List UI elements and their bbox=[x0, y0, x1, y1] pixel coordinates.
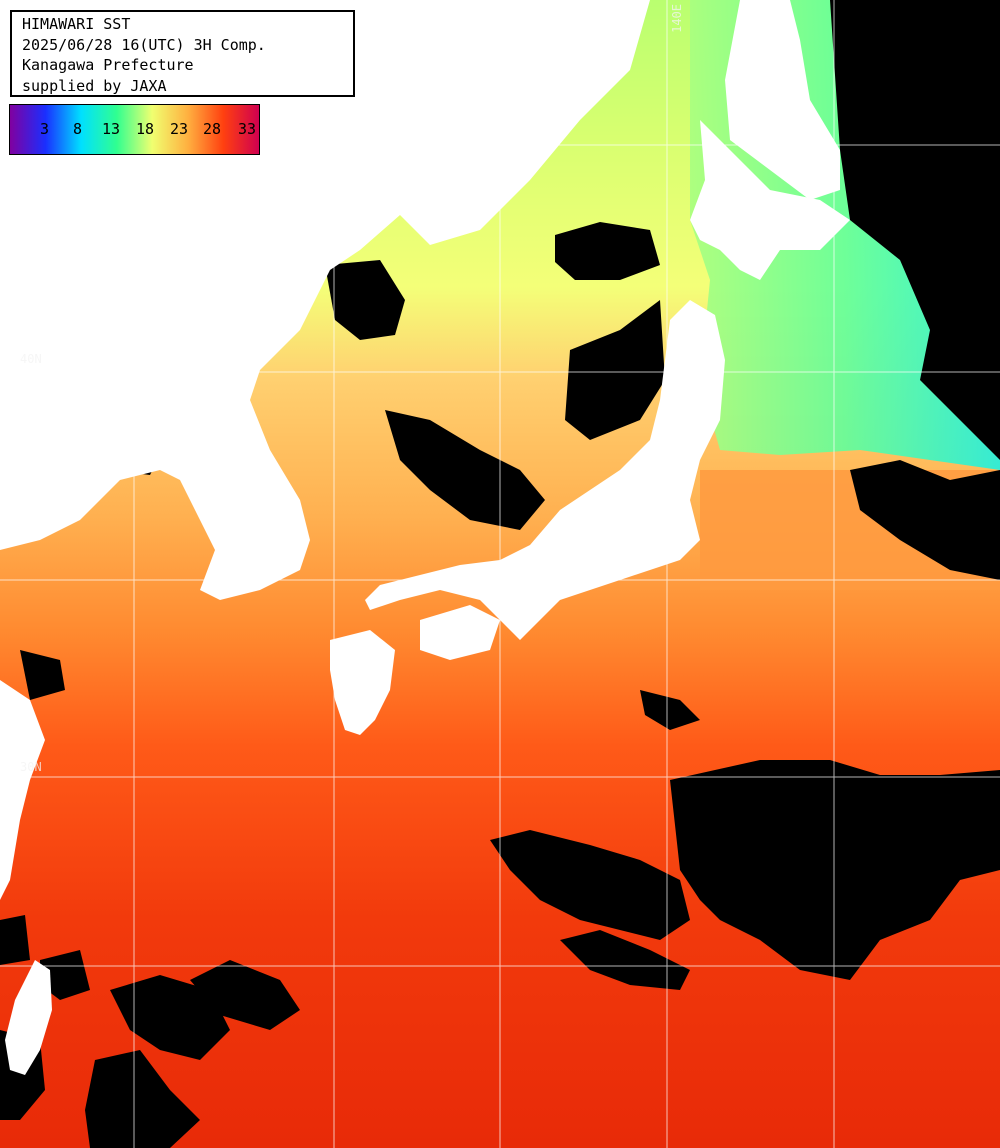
legend-tick-18: 18 bbox=[136, 120, 155, 138]
lat-30-label: 30N bbox=[20, 760, 42, 774]
lat-40-label: 40N bbox=[20, 352, 42, 366]
legend-color-bar bbox=[10, 105, 259, 154]
map-title: HIMAWARI SST bbox=[22, 15, 131, 33]
region-name: Kanagawa Prefecture bbox=[22, 56, 194, 74]
legend-tick-23: 23 bbox=[170, 120, 189, 138]
lon-140-label: 140E bbox=[670, 4, 684, 33]
legend-tick-33: 33 bbox=[238, 120, 257, 138]
info-box: HIMAWARI SST 2025/06/28 16(UTC) 3H Comp.… bbox=[10, 10, 355, 97]
legend-tick-13: 13 bbox=[102, 120, 121, 138]
credit-line: supplied by JAXA bbox=[22, 76, 167, 95]
legend-tick-8: 8 bbox=[73, 120, 83, 138]
legend-tick-3: 3 bbox=[40, 120, 50, 138]
temperature-legend: 3 8 13 18 23 28 33 bbox=[9, 104, 260, 155]
legend-ticks: 3 8 13 18 23 28 33 bbox=[10, 105, 259, 154]
timestamp: 2025/06/28 16(UTC) 3H Comp. bbox=[22, 35, 266, 54]
legend-tick-28: 28 bbox=[203, 120, 222, 138]
